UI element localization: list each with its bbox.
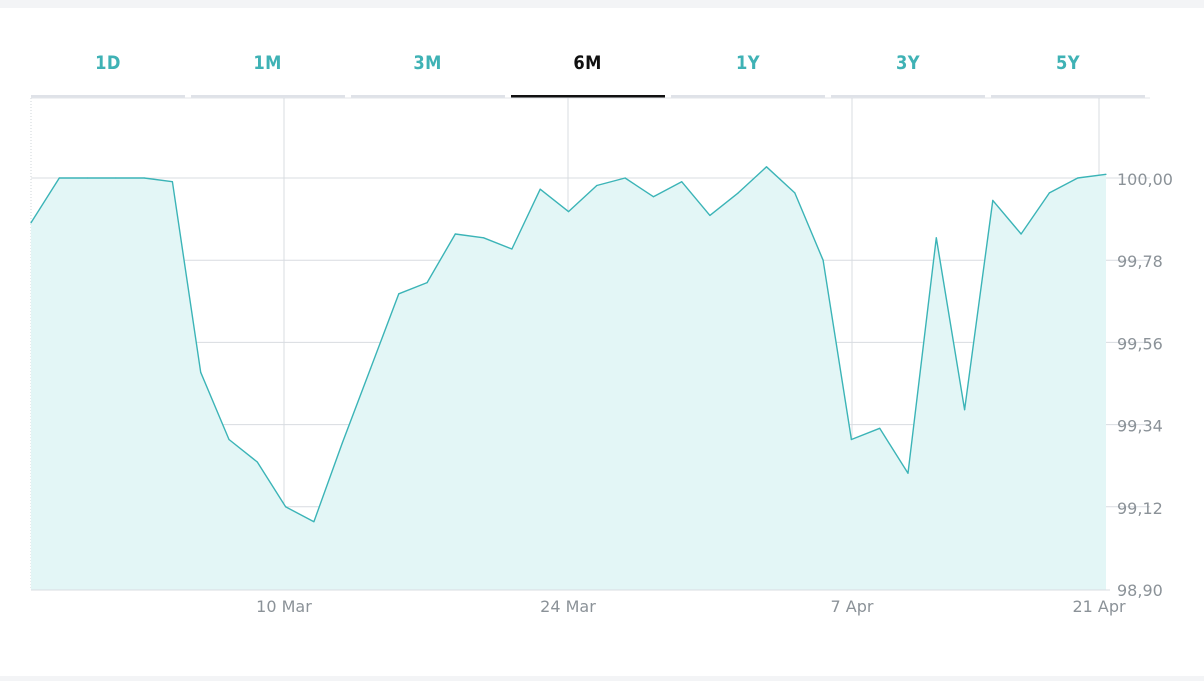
data-point <box>935 237 937 239</box>
data-point <box>511 248 513 250</box>
chart-area: 100,00 99,78 99,56 99,34 99,12 98,90 10 Mar 24 … <box>0 8 1204 676</box>
data-point <box>1077 177 1079 179</box>
data-point <box>737 192 739 194</box>
tab-underline <box>31 95 185 98</box>
tab-underline <box>351 95 505 98</box>
x-tick-label: 24 Mar <box>540 597 596 616</box>
data-point <box>652 196 655 198</box>
y-tick-label: 99,12 <box>1117 499 1163 518</box>
data-point <box>624 177 626 179</box>
data-point <box>313 521 315 523</box>
y-tick-label: 99,34 <box>1117 417 1163 436</box>
tab-label: 3Y <box>895 52 921 74</box>
x-tick-label: 7 Apr <box>831 597 874 616</box>
x-tick-label: 10 Mar <box>256 597 312 616</box>
tab-active-underline <box>511 95 665 98</box>
data-point <box>171 181 173 183</box>
tab-label: 5Y <box>1055 52 1081 74</box>
tab-label: 1M <box>253 52 283 74</box>
data-point <box>369 368 372 370</box>
data-point <box>1048 192 1050 194</box>
data-point <box>200 371 202 373</box>
price-chart-card: 1D 1M 3M 6M 1Y 3Y 5Y 100,00 99,78 99,56 99,34 99,1… <box>0 8 1204 676</box>
data-point <box>454 233 456 235</box>
data-point <box>228 438 230 441</box>
data-point <box>709 214 711 216</box>
tab-underline <box>991 95 1145 98</box>
data-point <box>285 506 287 508</box>
data-point <box>567 211 570 213</box>
tab-1m[interactable]: 1M <box>191 8 345 98</box>
y-tick-label: 100,00 <box>1117 170 1173 189</box>
tab-1d[interactable]: 1D <box>31 8 185 98</box>
data-point <box>964 409 966 411</box>
data-point <box>426 282 428 284</box>
y-tick-label: 98,90 <box>1117 581 1163 600</box>
data-point <box>879 427 881 429</box>
tab-label: 1Y <box>735 52 761 74</box>
data-point <box>907 472 909 474</box>
data-point <box>681 181 683 183</box>
tab-6m[interactable]: 6M <box>511 8 665 98</box>
tab-label: 6M <box>573 52 603 74</box>
data-point <box>992 199 994 201</box>
tab-underline <box>191 95 345 98</box>
data-point <box>30 222 32 224</box>
data-point <box>850 438 853 441</box>
data-point <box>143 177 145 179</box>
data-point <box>1105 173 1107 175</box>
data-point <box>794 192 796 194</box>
data-point <box>539 188 541 190</box>
y-tick-label: 99,78 <box>1117 252 1163 271</box>
data-point <box>87 177 89 179</box>
price-chart: 100,00 99,78 99,56 99,34 99,12 98,90 10 Mar 24 … <box>30 97 1173 616</box>
data-point <box>822 259 824 261</box>
tab-label: 3M <box>413 52 443 74</box>
data-point <box>483 237 485 239</box>
data-point <box>115 177 117 179</box>
x-tick-label: 21 Apr <box>1072 597 1126 616</box>
tab-3y[interactable]: 3Y <box>831 8 985 98</box>
data-point <box>58 177 60 179</box>
y-tick-label: 99,56 <box>1117 334 1163 353</box>
series-area-fill <box>31 166 1106 591</box>
tab-underline <box>671 95 825 98</box>
period-tabs: 1D 1M 3M 6M 1Y 3Y 5Y <box>0 8 1204 98</box>
tab-label: 1D <box>95 52 121 74</box>
tab-3m[interactable]: 3M <box>351 8 505 98</box>
data-point <box>765 166 768 168</box>
tab-underline <box>831 95 985 98</box>
data-point <box>596 184 598 187</box>
data-point <box>341 442 343 444</box>
data-point <box>256 461 258 463</box>
tab-5y[interactable]: 5Y <box>991 8 1145 98</box>
data-point <box>398 293 400 295</box>
tab-1y[interactable]: 1Y <box>671 8 825 98</box>
data-point <box>1020 233 1022 235</box>
